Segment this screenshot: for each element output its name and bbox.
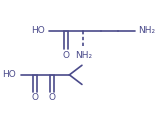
Text: O: O	[63, 51, 70, 60]
Text: O: O	[49, 93, 56, 102]
Text: NH₂: NH₂	[138, 26, 155, 35]
Text: NH₂: NH₂	[75, 51, 92, 60]
Text: O: O	[31, 93, 39, 102]
Text: HO: HO	[2, 70, 16, 79]
Text: HO: HO	[31, 26, 44, 35]
